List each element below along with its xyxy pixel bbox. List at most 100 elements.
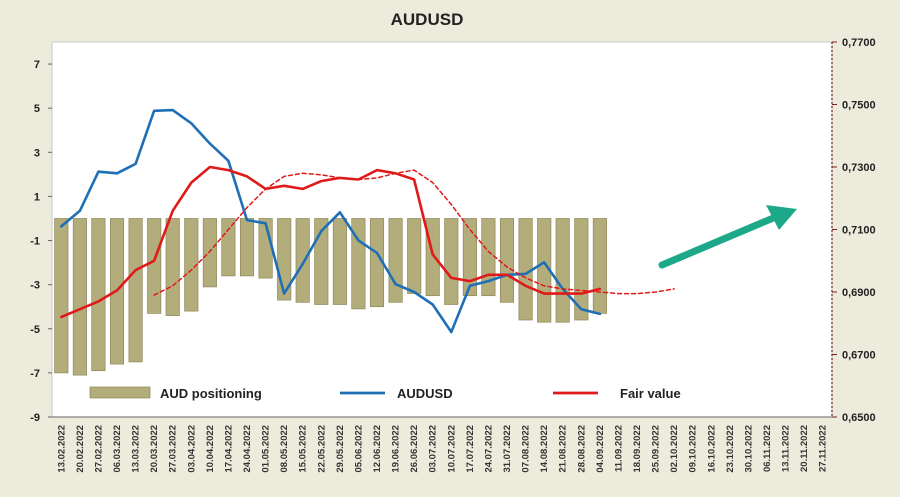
positioning-bar	[147, 218, 162, 314]
left-axis-tick-label: 7	[34, 59, 40, 71]
x-axis-date-label: 29.05.2022	[335, 425, 346, 473]
trend-arrow-head	[766, 205, 797, 230]
fair-value-line	[60, 165, 602, 319]
left-axis-tick-label: -5	[30, 324, 40, 336]
positioning-bar	[202, 218, 217, 288]
trend-arrow	[658, 205, 797, 269]
x-axis-date-label: 27.03.2022	[168, 425, 179, 473]
x-axis-date-label: 13.03.2022	[131, 425, 142, 473]
positioning-bar	[462, 218, 477, 297]
positioning-bar	[128, 218, 143, 363]
audusd-line	[60, 108, 602, 334]
positioning-bar	[407, 218, 422, 294]
positioning-bar	[555, 218, 570, 323]
fair-value-projection-line	[153, 169, 675, 296]
x-axis: 13.02.2022 20.02.2022 27.02.2022 06.03.2022…	[52, 416, 832, 473]
plot-area	[51, 41, 833, 418]
legend: AUD positioning AUDUSD Fair value	[89, 386, 681, 401]
right-axis-tick-label: 0,6500	[842, 412, 876, 424]
x-axis-date-label: 04.09.2022	[595, 425, 606, 473]
x-axis-date-label: 06.03.2022	[112, 425, 123, 473]
x-axis-date-label: 20.11.2022	[799, 425, 810, 472]
positioning-bar	[314, 218, 329, 305]
positioning-bar	[592, 218, 607, 314]
x-axis-date-label: 06.11.2022	[762, 425, 773, 472]
right-axis-tick-label: 0,7500	[842, 100, 876, 112]
left-axis-tick-label: 1	[34, 191, 40, 203]
positioning-bar	[184, 218, 199, 312]
x-axis-date-label: 07.08.2022	[521, 425, 532, 473]
right-axis-tick-label: 0,7700	[842, 37, 876, 49]
x-axis-date-label: 27.11.2022	[818, 425, 829, 472]
right-axis: 0,7700 0,7500 0,7300 0,7100 0,6900 0,6700 0,65…	[831, 37, 876, 424]
x-axis-date-label: 24.04.2022	[242, 425, 253, 473]
series-lines	[60, 108, 675, 334]
x-axis-date-label: 01.05.2022	[261, 425, 272, 473]
x-axis-date-label: 24.07.2022	[483, 425, 494, 473]
right-axis-tick-label: 0,7300	[842, 162, 876, 174]
legend-swatch-positioning	[89, 386, 151, 399]
x-axis-date-label: 20.02.2022	[75, 425, 86, 473]
positioning-bar	[239, 218, 255, 277]
positioning-bar	[54, 218, 69, 374]
x-axis-date-label: 30.10.2022	[743, 425, 754, 473]
positioning-bar	[91, 218, 106, 372]
chart-title: AUDUSD	[391, 10, 464, 29]
x-axis-date-label: 02.10.2022	[669, 425, 680, 473]
right-axis-tick-label: 0,7100	[842, 225, 876, 237]
left-axis-tick-label: 3	[34, 147, 40, 159]
x-axis-date-label: 08.05.2022	[279, 425, 290, 473]
x-axis-date-label: 18.09.2022	[632, 425, 643, 473]
left-axis: 7 5 3 1 -1 -3 -5 -7 -9	[30, 59, 52, 424]
positioning-bar	[165, 218, 180, 316]
x-axis-date-label: 20.03.2022	[149, 425, 160, 473]
x-axis-date-label: 10.07.2022	[446, 425, 457, 473]
positioning-bar	[221, 218, 236, 277]
x-axis-date-label: 23.10.2022	[725, 425, 736, 473]
x-axis-date-label: 28.08.2022	[576, 425, 587, 473]
x-axis-date-label: 14.08.2022	[539, 425, 550, 473]
left-axis-tick-label: -7	[30, 368, 40, 380]
left-axis-tick-label: -9	[30, 412, 40, 424]
trend-arrow-shaft	[658, 212, 782, 269]
positioning-bar	[518, 218, 533, 321]
x-axis-date-label: 09.10.2022	[688, 425, 699, 473]
legend-label-audusd: AUDUSD	[397, 386, 453, 401]
x-axis-date-label: 16.10.2022	[706, 425, 717, 473]
left-axis-tick-label: -1	[30, 236, 40, 248]
x-axis-date-label: 03.07.2022	[428, 425, 439, 473]
positioning-bar	[425, 218, 440, 297]
positioning-bar	[332, 218, 347, 305]
positioning-bar	[481, 218, 496, 297]
positioning-bars	[54, 218, 607, 376]
x-axis-date-label: 27.02.2022	[93, 425, 104, 473]
x-axis-date-label: 10.04.2022	[205, 425, 216, 473]
x-axis-date-label: 21.08.2022	[558, 425, 569, 473]
positioning-bar	[444, 218, 459, 305]
x-axis-date-label: 12.06.2022	[372, 425, 383, 473]
x-axis-date-label: 22.05.2022	[316, 425, 327, 473]
positioning-bar	[388, 218, 403, 303]
positioning-bar	[295, 218, 310, 303]
x-axis-date-label: 17.07.2022	[465, 425, 476, 473]
positioning-bar	[72, 218, 87, 376]
x-axis-date-label: 19.06.2022	[391, 425, 402, 473]
x-axis-date-label: 11.09.2022	[613, 425, 624, 472]
left-axis-tick-label: 5	[34, 103, 40, 115]
legend-label-positioning: AUD positioning	[160, 386, 262, 401]
x-axis-date-label: 15.05.2022	[298, 425, 309, 473]
legend-label-fair-value: Fair value	[620, 386, 681, 401]
x-axis-date-label: 13.11.2022	[781, 425, 792, 472]
x-axis-date-label: 13.02.2022	[56, 425, 67, 473]
right-axis-tick-label: 0,6700	[842, 350, 876, 362]
left-axis-tick-label: -3	[30, 280, 40, 292]
x-axis-date-label: 26.06.2022	[409, 425, 420, 473]
x-axis-date-label: 17.04.2022	[223, 425, 234, 473]
x-axis-date-label: 03.04.2022	[186, 425, 197, 473]
x-axis-date-label: 05.06.2022	[353, 425, 364, 473]
right-axis-tick-label: 0,6900	[842, 287, 876, 299]
x-axis-date-label: 25.09.2022	[651, 425, 662, 473]
positioning-bar	[499, 218, 515, 303]
